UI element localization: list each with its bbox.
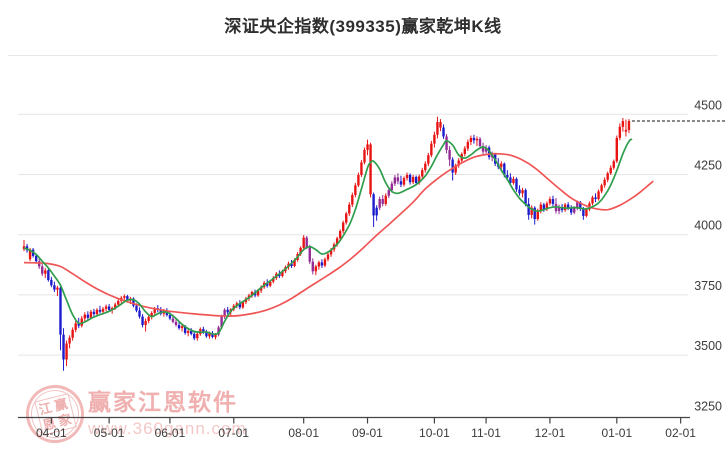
y-tick-label: 3250 bbox=[694, 399, 722, 413]
watermark-brand: 赢家江恩软件 bbox=[88, 389, 238, 415]
grid-lines bbox=[18, 113, 688, 356]
x-tick-label: 11-01 bbox=[471, 426, 501, 440]
ma-fast-line bbox=[23, 138, 633, 336]
x-tick-label: 04-01 bbox=[36, 426, 67, 440]
x-tick-label: 08-01 bbox=[288, 426, 319, 440]
x-tick-label: 09-01 bbox=[352, 426, 383, 440]
x-tick-label: 12-01 bbox=[535, 426, 566, 440]
watermark-url: www.360gann.com bbox=[88, 419, 247, 438]
x-tick-label: 10-01 bbox=[419, 426, 450, 440]
x-tick-label: 07-01 bbox=[218, 426, 249, 440]
x-tick-label: 05-01 bbox=[94, 426, 125, 440]
candlestick-series bbox=[22, 116, 631, 371]
title-divider bbox=[8, 55, 718, 56]
y-tick-label: 4250 bbox=[694, 159, 722, 173]
x-tick-label: 01-01 bbox=[601, 426, 632, 440]
y-tick-label: 4500 bbox=[694, 98, 722, 112]
x-tick-label: 06-01 bbox=[155, 426, 186, 440]
y-tick-label: 4000 bbox=[694, 219, 722, 233]
x-axis: 04-01 05-01 06-01 07-01 08-01 09-01 10-01 11-01… bbox=[18, 416, 696, 440]
page-title: 深证央企指数(399335)赢家乾坤K线 bbox=[224, 17, 502, 36]
y-axis-labels: 4500 4250 4000 3750 3500 3250 bbox=[694, 98, 722, 413]
y-tick-label: 3750 bbox=[694, 279, 722, 293]
ma-slow-line bbox=[23, 152, 654, 317]
x-tick-label: 02-01 bbox=[665, 426, 696, 440]
y-tick-label: 3500 bbox=[694, 339, 722, 353]
